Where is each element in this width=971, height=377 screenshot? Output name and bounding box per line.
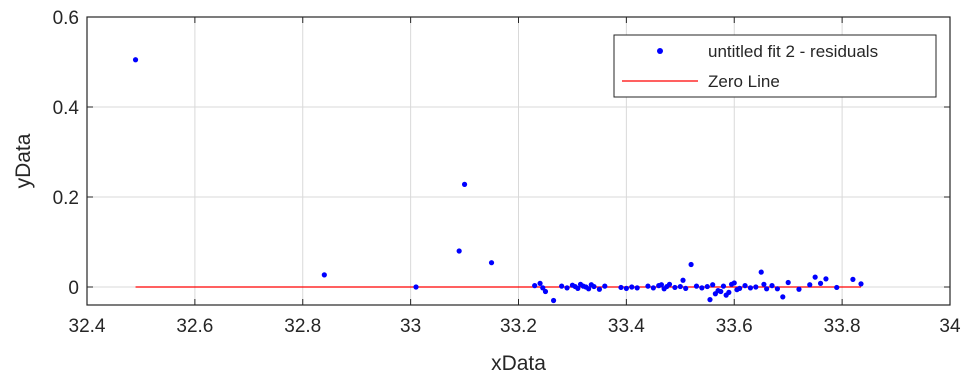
x-axis-label: xData <box>491 352 546 375</box>
residual-point <box>488 260 495 266</box>
residual-point <box>720 283 727 289</box>
residual-point <box>823 276 829 282</box>
residual-point <box>807 282 813 288</box>
residual-point <box>575 285 581 291</box>
residual-point <box>688 261 694 268</box>
residual-point <box>586 286 592 292</box>
x-tick-label: 33 <box>400 316 421 337</box>
legend-box <box>613 34 937 98</box>
residual-point <box>785 279 791 286</box>
y-tick-label: 0.4 <box>53 98 80 119</box>
residual-point <box>564 285 570 291</box>
x-tick-label: 33.2 <box>500 316 537 337</box>
residual-point <box>693 283 700 289</box>
residual-point <box>710 282 716 288</box>
residual-point <box>542 288 549 295</box>
y-tick-label: 0.2 <box>53 188 79 209</box>
residual-point <box>634 285 640 291</box>
x-tick-label: 32.6 <box>176 316 213 337</box>
x-tick-label: 33.6 <box>716 316 753 337</box>
x-tick-label: 32.4 <box>69 316 106 337</box>
residual-point <box>737 285 743 291</box>
residual-point <box>672 284 678 291</box>
residual-point <box>618 284 624 291</box>
y-axis-ticks: 0 0.2 0.4 0.6 <box>53 8 950 299</box>
residual-point <box>623 285 629 291</box>
residual-point <box>699 285 705 291</box>
residual-point <box>658 282 665 288</box>
residual-point <box>753 284 759 290</box>
residual-point <box>858 281 864 287</box>
residual-point <box>596 286 603 292</box>
residual-point <box>731 280 737 286</box>
x-tick-label: 33.8 <box>824 316 861 337</box>
residual-point <box>602 283 608 289</box>
y-tick-label: 0 <box>68 278 79 299</box>
legend-entry-zero-line: Zero Line <box>708 72 780 91</box>
residual-point <box>726 289 732 295</box>
residual-point <box>666 281 673 287</box>
legend-marker-residuals <box>657 48 663 54</box>
residual-point <box>817 280 824 286</box>
residual-point <box>540 285 546 291</box>
residuals-series <box>132 57 864 304</box>
residual-point <box>537 280 543 286</box>
legend: untitled fit 2 - residuals Zero Line <box>613 34 937 98</box>
residual-point <box>718 288 724 295</box>
residual-point <box>769 283 775 289</box>
residual-point <box>747 285 754 291</box>
residual-point <box>645 283 651 289</box>
residual-point <box>761 281 767 287</box>
residual-point <box>850 276 856 282</box>
residual-point <box>559 283 565 289</box>
x-tick-label: 32.8 <box>284 316 321 337</box>
residual-point <box>591 283 597 290</box>
residual-point <box>704 283 710 290</box>
residual-point <box>461 181 468 187</box>
x-axis-ticks: 32.4 32.6 32.8 33 33.2 33.4 33.6 33.8 34 <box>69 17 961 337</box>
residual-point <box>683 285 689 291</box>
x-tick-label: 34 <box>939 316 961 337</box>
residual-point <box>680 277 686 283</box>
residual-point <box>758 269 764 275</box>
y-tick-label: 0.6 <box>53 8 79 29</box>
residual-point <box>677 283 683 290</box>
x-tick-label: 33.4 <box>608 316 645 337</box>
residual-point <box>132 57 139 63</box>
residual-point <box>650 285 656 291</box>
residual-point <box>532 283 538 289</box>
residual-point <box>321 272 327 278</box>
residual-point <box>812 274 818 280</box>
residual-point <box>780 294 786 300</box>
residual-point <box>413 284 419 290</box>
residual-point <box>629 284 635 290</box>
residual-point <box>707 297 713 303</box>
residual-point <box>742 283 748 289</box>
residual-point <box>764 286 770 292</box>
legend-entry-residuals: untitled fit 2 - residuals <box>708 42 878 61</box>
residual-point <box>456 248 462 254</box>
residual-point <box>774 286 781 292</box>
residual-point <box>834 284 840 291</box>
residual-point <box>796 286 802 292</box>
residual-point <box>550 297 557 304</box>
y-axis-label: yData <box>12 133 35 188</box>
